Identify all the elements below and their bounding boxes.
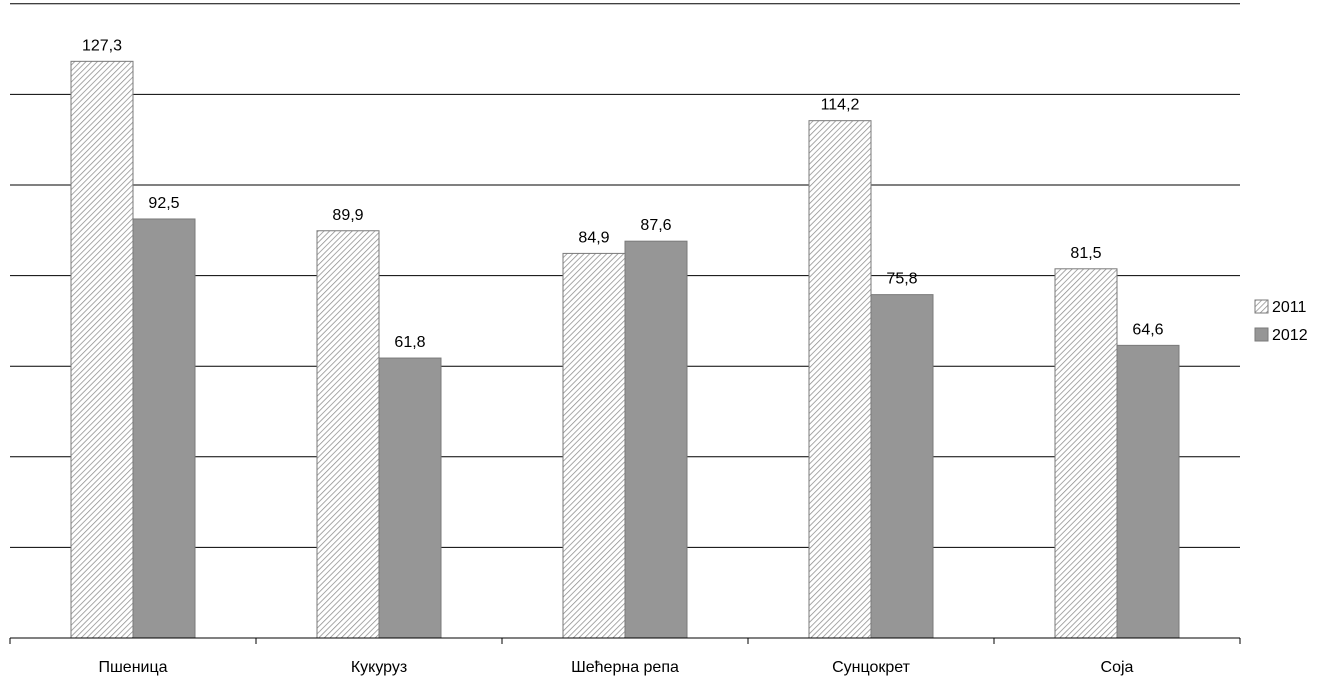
x-tick-label: Соја xyxy=(1101,659,1134,676)
bar-2012 xyxy=(624,240,688,639)
data-label: 61,8 xyxy=(394,334,425,351)
data-label: 64,6 xyxy=(1132,321,1163,338)
data-label: 81,5 xyxy=(1070,245,1101,262)
x-tick-label: Кукуруз xyxy=(351,659,407,676)
data-label: 92,5 xyxy=(148,195,179,212)
data-labels: 127,3 92,5 89,9 61,8 84,9 87,6 114,2 75,8 81,5 64… xyxy=(82,37,1164,351)
bar-2011 xyxy=(70,60,134,639)
bar-2011 xyxy=(316,230,380,639)
data-label: 87,6 xyxy=(640,217,671,234)
data-label: 89,9 xyxy=(332,207,363,224)
x-axis: Пшеница Кукуруз Шећерна репа Сунцокрет Соја xyxy=(9,637,1241,676)
bar-2012 xyxy=(378,357,442,639)
data-label: 127,3 xyxy=(82,37,122,54)
legend-swatch-2011 xyxy=(1254,299,1269,314)
legend-label-2011: 2011 xyxy=(1272,299,1307,316)
legend: 2011 2012 xyxy=(1254,299,1308,344)
bar-2012 xyxy=(132,218,196,639)
bar-2011 xyxy=(1054,268,1118,639)
x-tick-label: Пшеница xyxy=(98,659,167,676)
legend-swatch-2012 xyxy=(1254,327,1269,342)
bars xyxy=(70,60,1180,639)
data-label: 84,9 xyxy=(578,229,609,246)
x-tick-label: Сунцокрет xyxy=(832,659,911,676)
data-label: 75,8 xyxy=(886,271,917,288)
bar-2011 xyxy=(808,120,872,639)
data-label: 114,2 xyxy=(821,97,860,114)
bar-2012 xyxy=(1116,344,1180,639)
bar-2011 xyxy=(562,252,626,639)
x-tick-label: Шећерна репа xyxy=(571,659,679,676)
legend-label-2012: 2012 xyxy=(1272,327,1308,344)
bar-2012 xyxy=(870,294,934,639)
